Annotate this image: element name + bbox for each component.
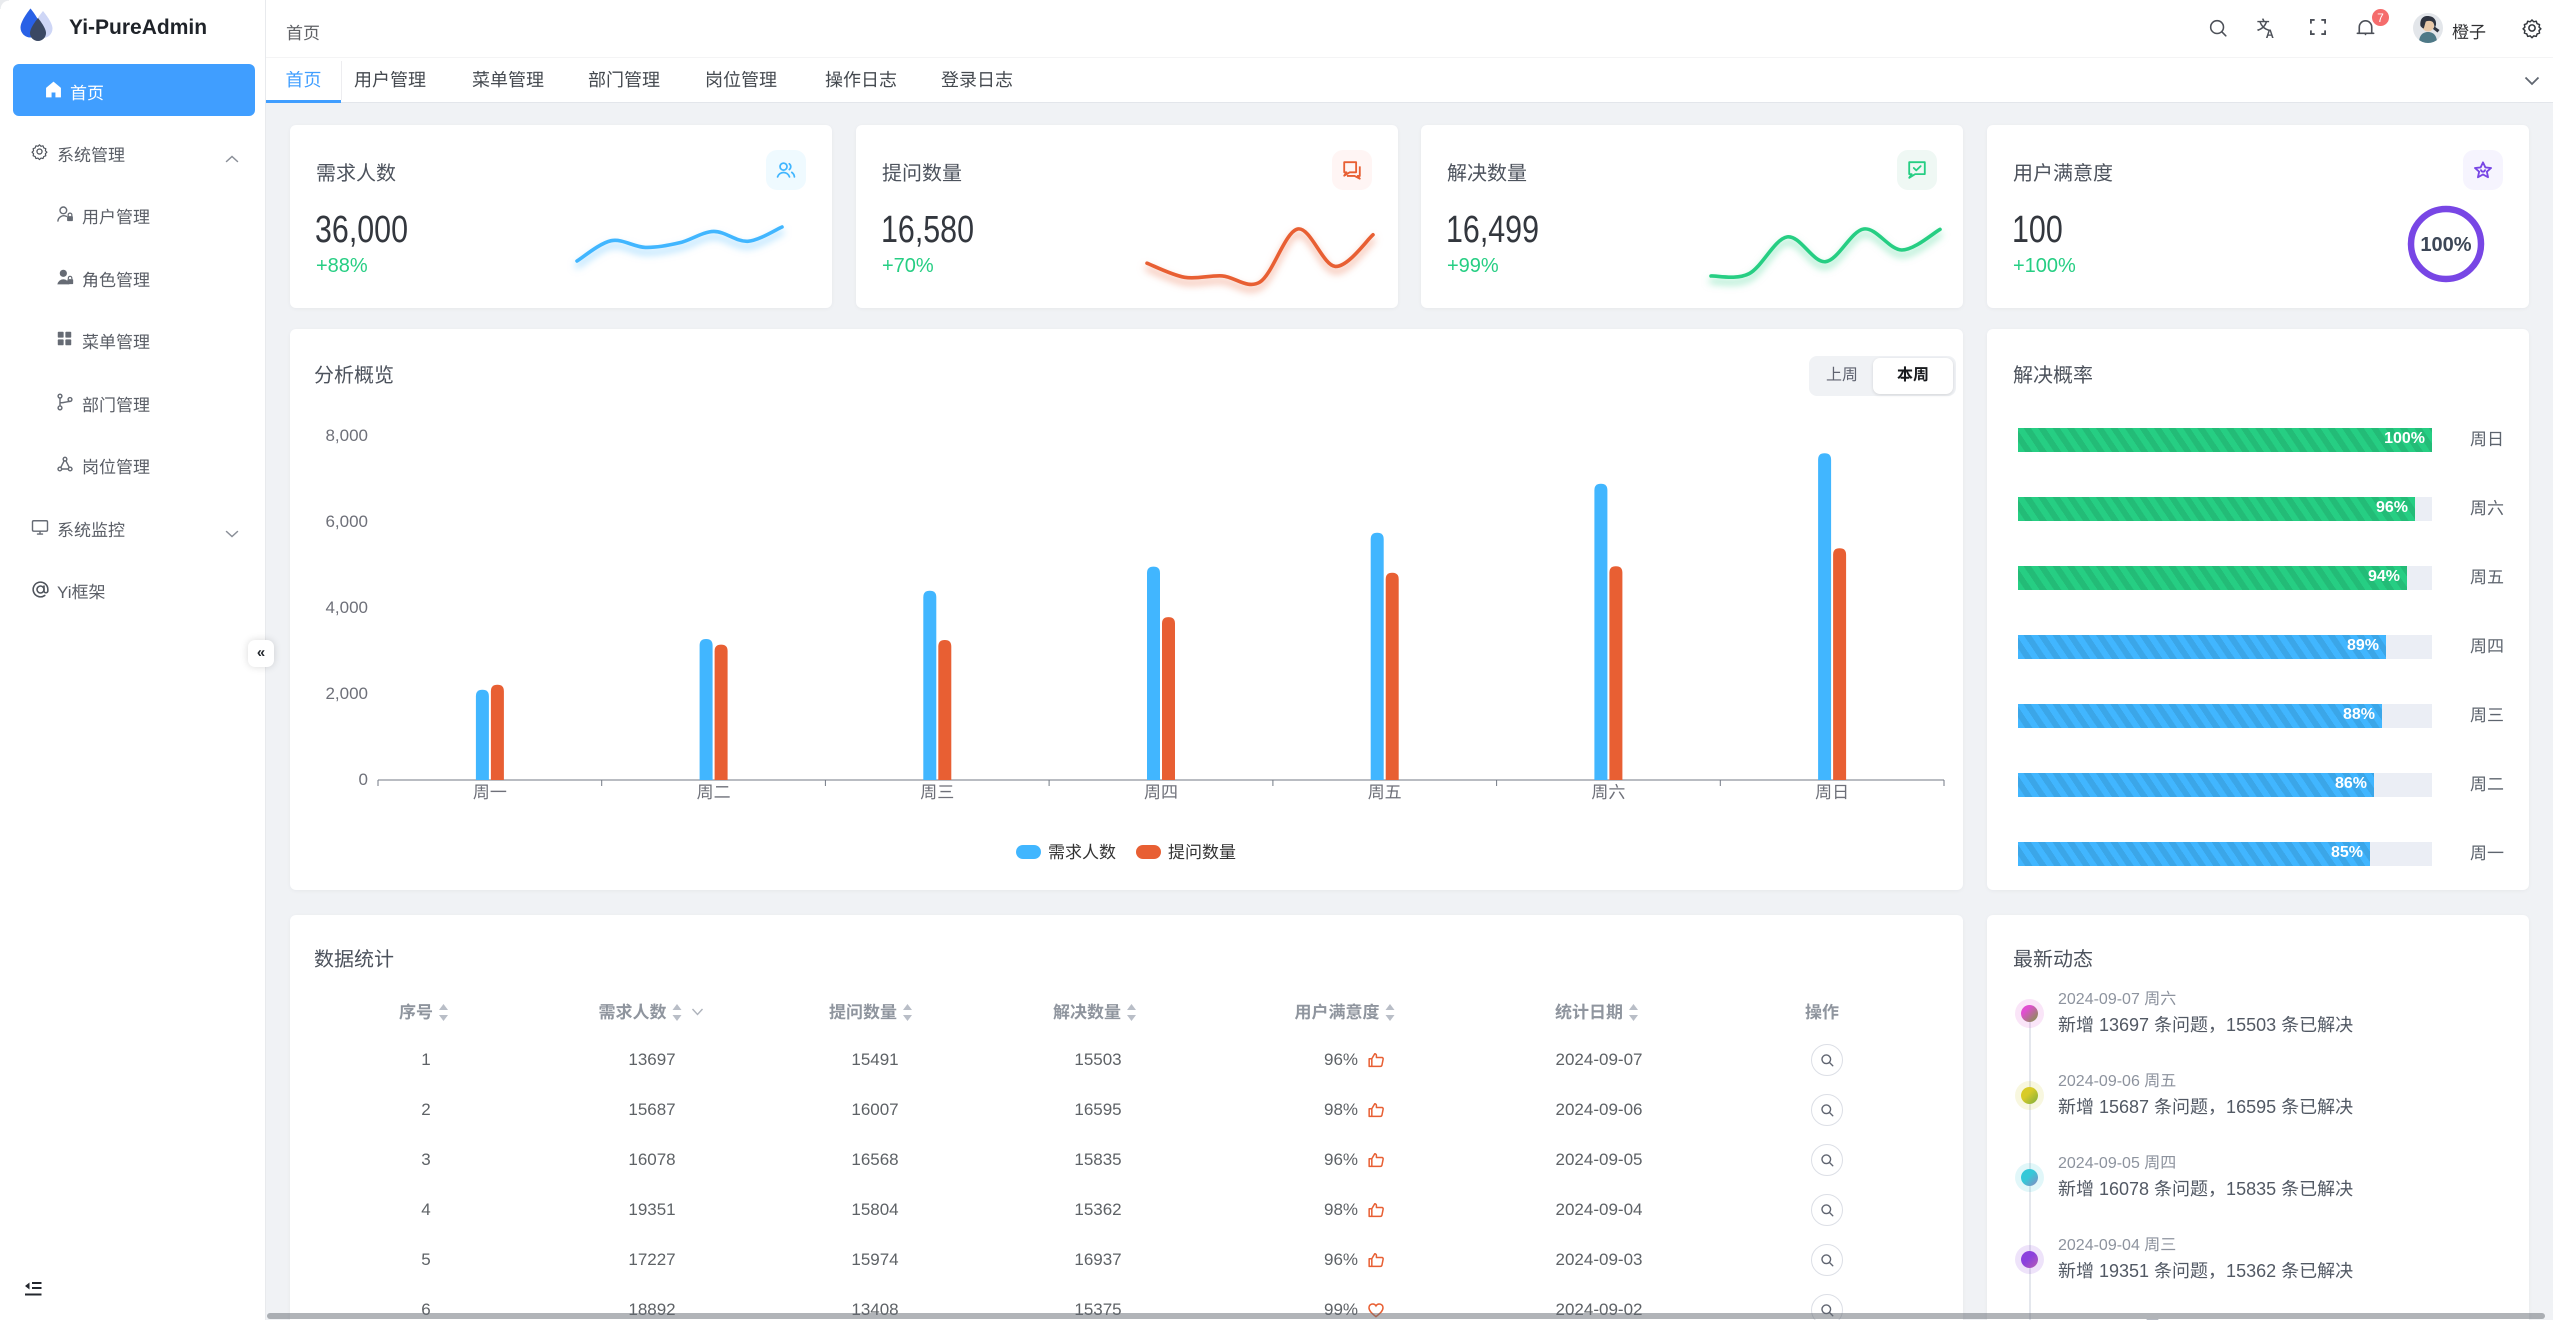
svg-text:周四: 周四: [1144, 783, 1178, 802]
svg-text:需求人数: 需求人数: [1048, 843, 1116, 862]
svg-text:2,000: 2,000: [325, 684, 368, 703]
svg-text:4,000: 4,000: [325, 598, 368, 617]
svg-text:6,000: 6,000: [325, 512, 368, 531]
svg-text:8,000: 8,000: [325, 426, 368, 445]
svg-text:100%: 100%: [2420, 234, 2471, 256]
svg-text:A: A: [2266, 29, 2274, 40]
svg-text:周二: 周二: [697, 783, 731, 802]
svg-text:周一: 周一: [473, 783, 507, 802]
svg-text:周六: 周六: [1591, 783, 1625, 802]
svg-text:周三: 周三: [920, 783, 954, 802]
svg-text:文: 文: [2257, 17, 2270, 32]
svg-text:0: 0: [359, 770, 368, 789]
svg-text:周日: 周日: [1815, 783, 1849, 802]
svg-text:提问数量: 提问数量: [1168, 843, 1236, 862]
svg-text:周五: 周五: [1368, 783, 1402, 802]
